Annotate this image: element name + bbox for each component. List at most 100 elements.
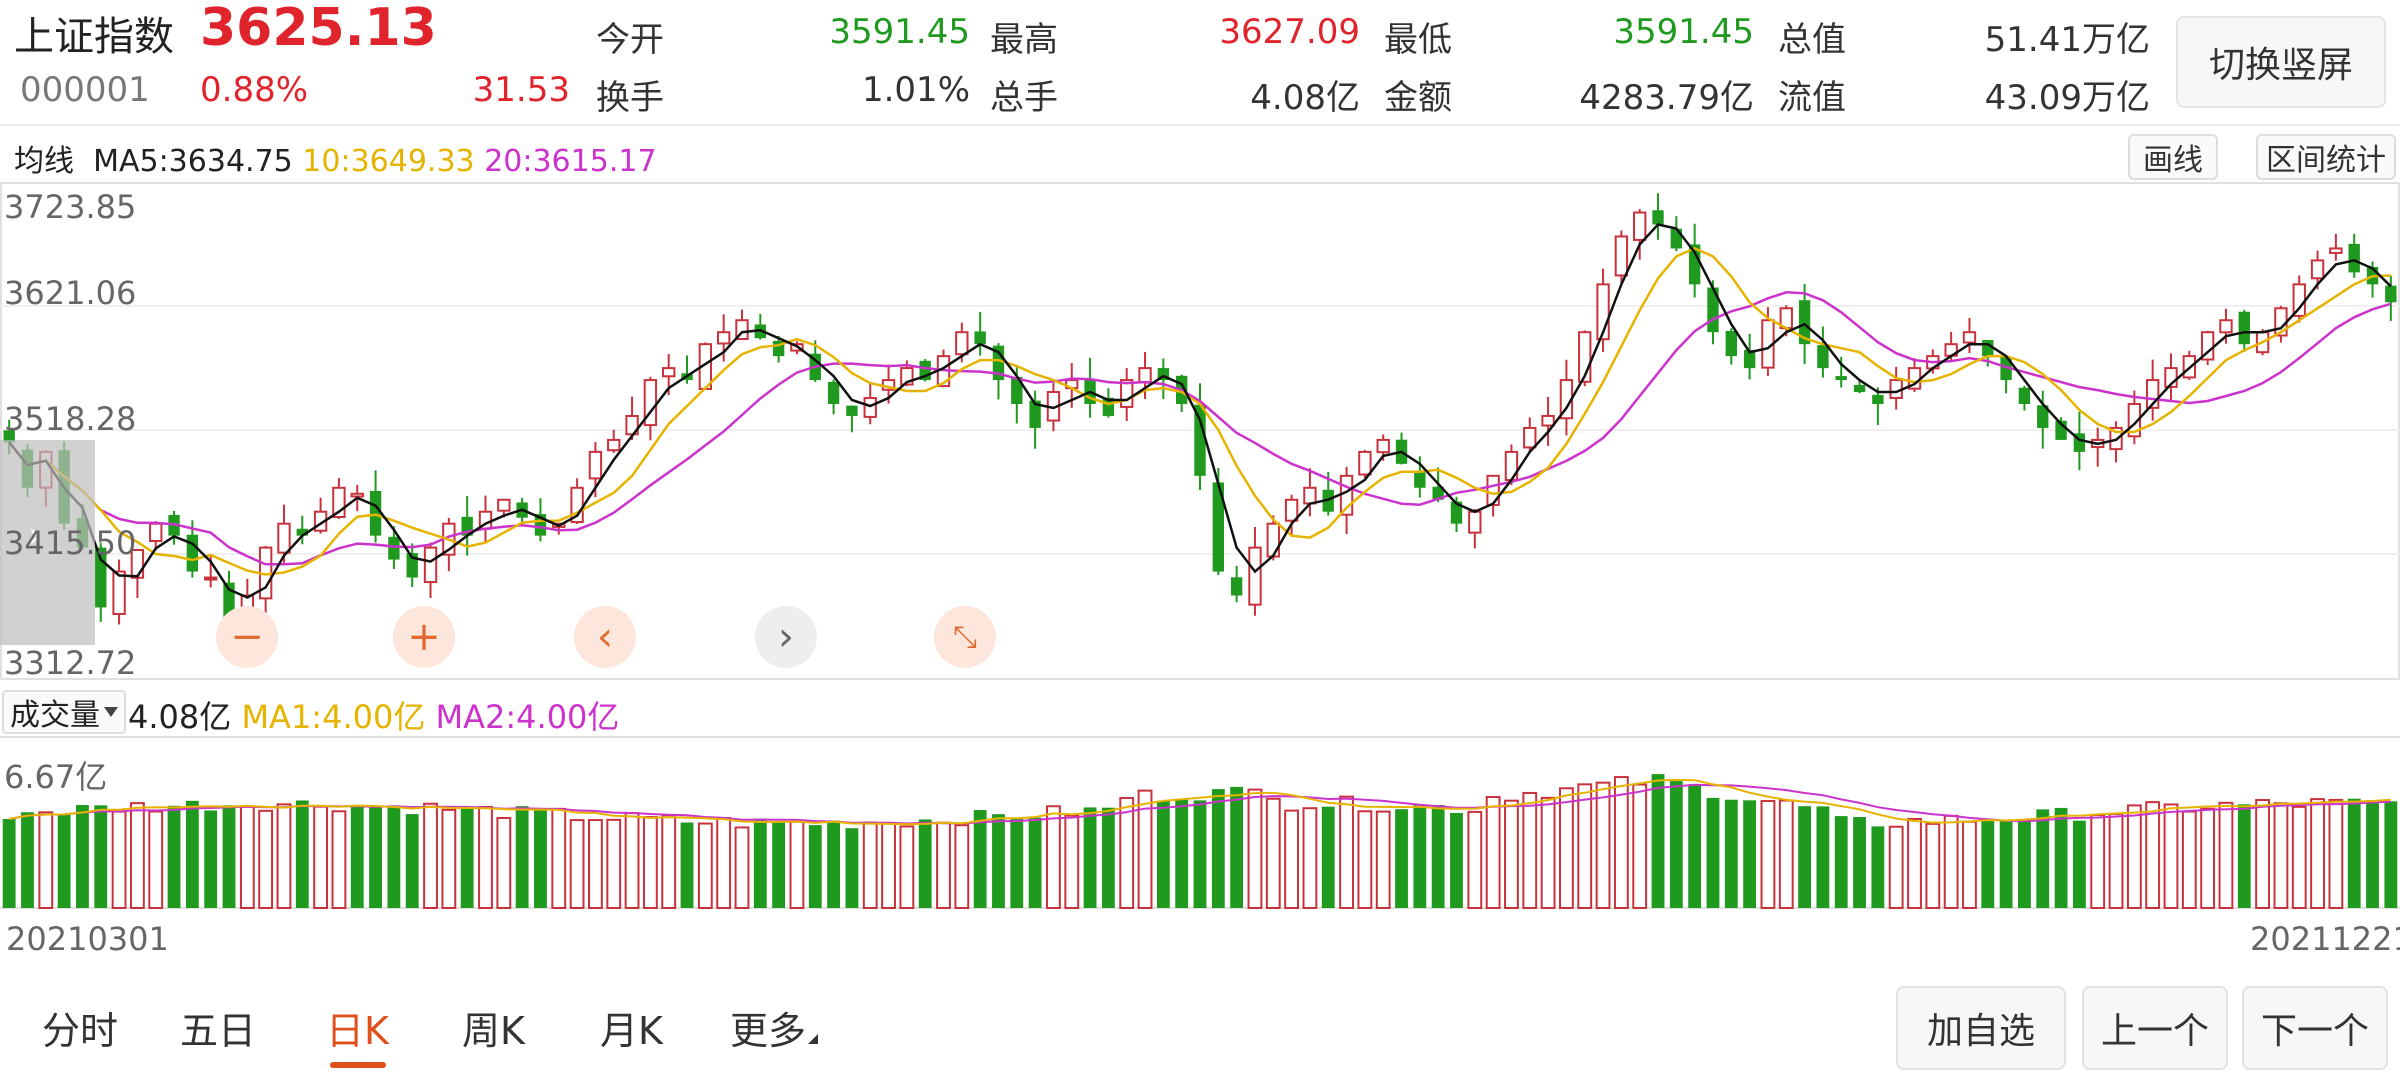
change-percent: 0.88% (200, 70, 309, 110)
volume-bar (2273, 802, 2289, 909)
candle-body (1743, 349, 1756, 369)
volume-chart[interactable] (0, 736, 2400, 910)
zoom-in-icon[interactable]: + (393, 606, 455, 668)
candle-body (1817, 345, 1829, 369)
volume-bar (1302, 807, 1318, 909)
volume-bar (642, 816, 658, 909)
candle-body (2073, 433, 2086, 452)
volume-bar (2291, 805, 2307, 909)
volume-bar (2310, 798, 2325, 909)
range-stats-button[interactable]: 区间统计 (2256, 134, 2396, 180)
volume-bar (1871, 826, 1885, 908)
volume-bar (2218, 801, 2234, 909)
volume-bar (789, 820, 805, 909)
volume-bar (734, 826, 750, 909)
candle-body (388, 536, 400, 560)
candle-body (1284, 498, 1299, 522)
volume-bar (2145, 801, 2161, 909)
candle-body (1725, 330, 1737, 357)
volume-bar (1706, 797, 1720, 908)
candle-body (827, 381, 840, 405)
next-button[interactable]: 下一个 (2242, 986, 2388, 1070)
zoom-out-icon[interactable]: − (216, 606, 278, 668)
candle-body (2238, 311, 2250, 345)
volume-bar (239, 805, 255, 909)
tab-more[interactable]: 更多 (730, 1000, 819, 1055)
previous-button[interactable]: 上一个 (2082, 986, 2228, 1070)
volume-bar (1669, 781, 1683, 908)
volume-bar (772, 821, 786, 908)
stat-label-high: 最高 (990, 20, 1058, 60)
candle-body (1011, 376, 1023, 405)
add-watchlist-button[interactable]: 加自选 (1896, 986, 2066, 1070)
volume-bar (1450, 812, 1463, 908)
volume-bar (680, 822, 694, 908)
candle-body (919, 360, 931, 381)
candle-body (2127, 403, 2142, 438)
candle-body (350, 492, 364, 498)
volume-bar (954, 824, 970, 909)
volume-bar (1064, 814, 1080, 909)
volume-bar (1101, 807, 1115, 908)
y-label-2: 3621.06 (4, 274, 137, 312)
tab-daily-k[interactable]: 日K (326, 1009, 389, 1053)
candle-body (3, 430, 15, 443)
volume-bar (1981, 820, 1995, 908)
chevron-right-icon[interactable]: › (755, 606, 817, 668)
volume-bar (1834, 816, 1848, 908)
stat-value-high: 3627.09 (1219, 12, 1360, 52)
tab-weekly-k[interactable]: 周K (462, 1009, 525, 1053)
volume-bar (1413, 804, 1427, 908)
volume-bar (94, 805, 108, 908)
candle-body (716, 331, 731, 345)
volume-bar (387, 805, 401, 908)
switch-portrait-button[interactable]: 切换竖屏 (2176, 16, 2386, 108)
volume-bar (1577, 783, 1593, 909)
candle-body (406, 553, 418, 578)
tab-monthly-k[interactable]: 月K (600, 1009, 663, 1053)
candlestick-chart[interactable]: › (0, 182, 2400, 682)
stat-label-total-hands: 总手 (990, 78, 1058, 118)
volume-bar (2126, 804, 2142, 909)
volume-bar (1175, 799, 1189, 908)
volume-bar (606, 818, 622, 909)
volume-bar (899, 825, 915, 909)
volume-bar (716, 817, 732, 909)
ma-title: 均线 (14, 144, 74, 179)
candle-body (2037, 405, 2049, 428)
tab-five-day[interactable]: 五日 (180, 1009, 257, 1053)
volume-bar (534, 809, 547, 908)
volume-bar (1137, 789, 1153, 909)
volume-bar (276, 803, 292, 909)
date-axis-start: 20210301 (6, 920, 169, 958)
volume-bar (1467, 810, 1483, 909)
ma20-value: 20:3615.17 (484, 144, 657, 179)
volume-indicator-dropdown[interactable]: 成交量 (2, 690, 126, 734)
compress-icon[interactable]: ⤡ (934, 606, 996, 668)
volume-bar (478, 805, 493, 909)
volume-bar (129, 802, 145, 909)
volume-bar (1339, 795, 1354, 909)
volume-bar (1211, 789, 1225, 908)
tab-intraday[interactable]: 分时 (42, 1009, 119, 1053)
volume-bar (1485, 796, 1501, 910)
scroll-handle (0, 440, 95, 645)
volume-bar (2200, 807, 2216, 909)
volume-bar (405, 814, 419, 908)
candle-body (1798, 300, 1811, 345)
stat-value-float-value: 43.09万亿 (1984, 78, 2150, 118)
volume-bar (2237, 804, 2251, 908)
volume-bar (1925, 822, 1941, 909)
volume-bar (1651, 774, 1665, 908)
draw-line-button[interactable]: 画线 (2128, 134, 2218, 180)
volume-bar (185, 800, 199, 908)
volume-bar (1321, 806, 1335, 908)
volume-bar (845, 828, 859, 908)
chevron-left-icon[interactable]: ‹ (574, 606, 636, 668)
candle-body (1120, 379, 1134, 408)
volume-bar (697, 822, 713, 909)
volume-bar (1375, 810, 1391, 909)
candle-body (2145, 379, 2160, 409)
candle-body (2329, 247, 2343, 254)
active-tab-indicator (330, 1062, 386, 1068)
